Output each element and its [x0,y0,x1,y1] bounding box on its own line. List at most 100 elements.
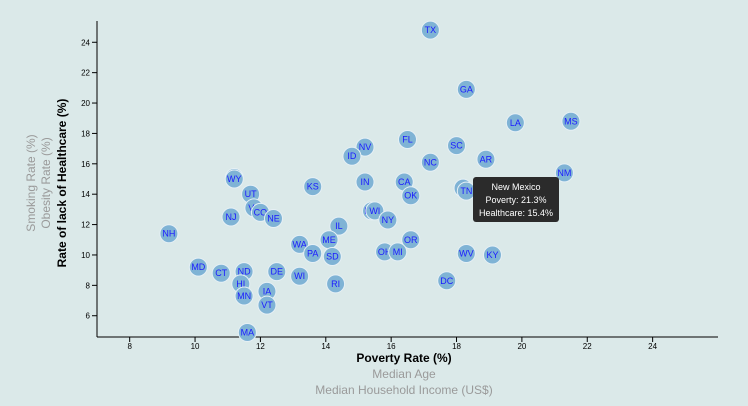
y-tick-label: 22 [81,69,90,78]
state-point-nj[interactable] [221,207,241,227]
y-axis-title-obesity[interactable]: Obesity Rate (%) [39,137,53,228]
state-point-fl[interactable] [398,130,417,149]
state-label-ar: AR [480,154,493,164]
y-tick-label: 8 [86,281,91,290]
tooltip-state: New Mexico [491,182,540,192]
state-label-pa: PA [307,248,318,258]
state-point-de[interactable] [267,262,287,282]
state-label-ct: CT [215,268,227,278]
state-label-ma: MA [241,327,255,337]
state-point-mi[interactable] [388,242,408,262]
state-label-nj: NJ [226,212,237,222]
state-point-ok[interactable] [401,186,421,206]
state-point-in[interactable] [355,172,375,192]
x-tick-label: 18 [452,342,461,351]
state-point-ny[interactable] [378,210,398,230]
state-label-wa: WA [293,239,307,249]
state-point-ma[interactable] [237,322,257,342]
state-label-me: ME [322,235,336,245]
state-point-wa[interactable] [290,234,310,254]
x-tick-label: 10 [191,342,200,351]
data-points: TXGALAMSFLSCNVIDNCARNMAKWYINCAKSAZTNUTOK… [159,20,581,342]
state-point-wy[interactable] [224,169,244,189]
state-point-or[interactable] [401,230,421,250]
x-axis-title-age[interactable]: Median Age [372,367,436,381]
state-point-wi[interactable] [365,201,385,221]
state-point-ky[interactable] [482,245,502,265]
state-point-dc[interactable] [437,271,457,291]
y-axis-title-healthcare[interactable]: Rate of lack of Healthcare (%) [55,99,69,268]
x-tick-label: 12 [256,342,265,351]
state-label-ri: RI [331,279,340,289]
state-point-mn[interactable] [234,286,254,306]
state-label-ms: MS [564,116,578,126]
y-tick-label: 16 [81,160,90,169]
x-axis-title-poverty[interactable]: Poverty Rate (%) [356,351,451,365]
state-label-in: IN [361,177,370,187]
state-point-ms[interactable] [561,111,581,131]
state-point-ct[interactable] [211,263,231,283]
state-point-pa[interactable] [303,243,323,263]
state-label-id: ID [347,151,357,161]
state-label-mn: MN [237,291,251,301]
y-tick-label: 14 [81,190,90,199]
x-axis: 8 10 12 14 16 18 20 22 24 [97,336,718,351]
state-label-ca: CA [398,177,411,187]
state-label-ne: NE [267,214,280,224]
x-tick-label: 24 [648,342,657,351]
state-point-ar[interactable] [476,149,496,169]
state-point-vt[interactable] [257,295,277,315]
state-point-nh[interactable] [159,224,179,244]
x-axis-title-income[interactable]: Median Household Income (US$) [315,383,492,397]
y-tick-label: 18 [81,129,90,138]
state-label-tn: TN [460,186,472,196]
state-point-ri[interactable] [326,274,346,294]
y-tick-label: 12 [81,221,90,230]
state-label-ok: OK [404,191,417,201]
tooltip-poverty: Poverty: 21.3% [485,195,546,205]
state-label-tx: TX [425,25,437,35]
tooltip: New Mexico Poverty: 21.3% Healthcare: 15… [473,177,559,222]
state-label-la: LA [510,118,521,128]
x-tick-label: 20 [517,342,526,351]
state-label-nh: NH [162,229,175,239]
state-label-wy: WY [227,174,242,184]
state-point-nv[interactable] [355,137,375,157]
state-label-md: MD [191,262,205,272]
y-tick-label: 20 [81,99,90,108]
state-point-nm[interactable] [554,163,574,183]
state-label-ks: KS [307,182,319,192]
x-tick-label: 22 [583,342,592,351]
state-label-wi: WI [294,271,305,281]
x-tick-label: 14 [321,342,330,351]
state-point-wi[interactable] [290,266,310,286]
state-point-nc[interactable] [420,152,440,172]
state-point-ne[interactable] [263,209,283,228]
y-axis-title-smoking[interactable]: Smoking Rate (%) [24,134,38,231]
state-point-wv[interactable] [456,243,476,263]
state-label-ut: UT [245,189,257,199]
state-label-wv: WV [459,248,474,258]
state-point-sd[interactable] [322,246,342,266]
state-point-sc[interactable] [447,136,467,156]
state-point-il[interactable] [329,216,349,236]
state-label-de: DE [271,267,284,277]
state-point-ks[interactable] [303,177,323,197]
state-label-nd: ND [238,267,251,277]
state-label-co: CO [254,207,268,217]
state-point-tx[interactable] [420,20,440,40]
state-label-mi: MI [393,247,403,257]
state-point-ga[interactable] [456,79,476,99]
state-point-id[interactable] [342,146,362,166]
state-point-md[interactable] [188,257,208,277]
state-label-ia: IA [263,286,272,296]
state-label-wi: WI [369,206,380,216]
state-label-sd: SD [326,251,339,261]
y-tick-label: 10 [81,251,90,260]
y-tick-label: 24 [81,38,90,47]
state-point-la[interactable] [505,113,525,133]
x-tick-label: 16 [387,342,396,351]
y-axis: 6 8 10 12 14 16 18 20 22 24 [81,21,98,337]
state-label-hi: HI [236,279,245,289]
